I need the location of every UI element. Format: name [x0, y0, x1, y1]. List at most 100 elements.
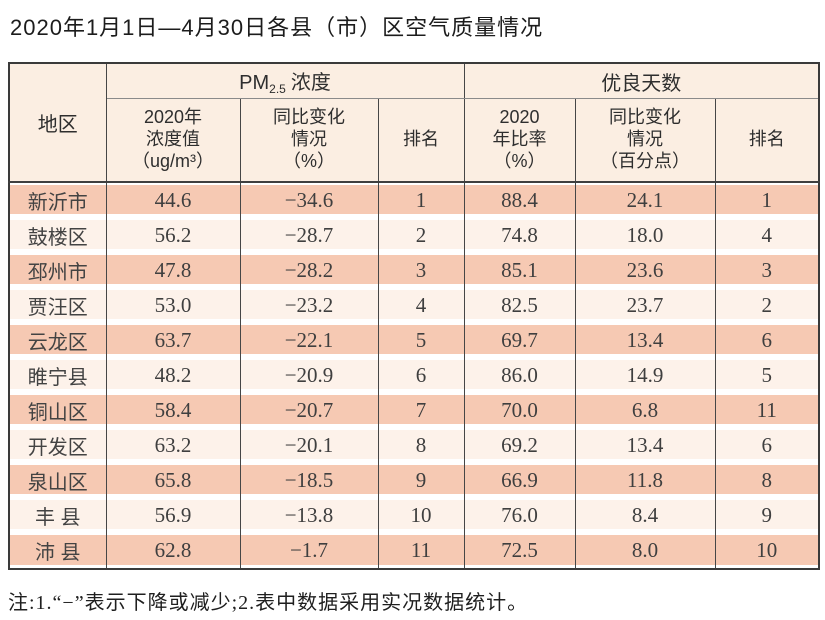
table-row: 鼓楼区 56.2 −28.7 2 74.8 18.0 4	[8, 218, 820, 253]
col-header-pm-value: 2020年 浓度值 （ug/m³）	[105, 98, 241, 183]
cell-pm-rank: 11	[377, 533, 465, 569]
cell-gd-rank: 1	[714, 182, 820, 218]
cell-gd-rank: 2	[714, 288, 820, 323]
cell-gd-rank: 5	[714, 358, 820, 393]
cell-gd-ratio: 70.0	[463, 393, 576, 428]
cell-region: 云龙区	[8, 323, 107, 358]
col-header-pm-change: 同比变化 情况 （%）	[239, 98, 379, 183]
table-row: 沛 县 62.8 −1.7 11 72.5 8.0 10	[8, 533, 820, 569]
cell-gd-change: 23.7	[574, 288, 716, 323]
pm25-suffix: 浓度	[290, 72, 331, 94]
cell-gd-rank: 10	[714, 533, 820, 569]
cell-pm-rank: 9	[377, 463, 465, 498]
table-row: 邳州市 47.8 −28.2 3 85.1 23.6 3	[8, 253, 820, 288]
table-row: 贾汪区 53.0 −23.2 4 82.5 23.7 2	[8, 288, 820, 323]
cell-gd-change: 13.4	[574, 428, 716, 463]
pm25-subscript: 2.5	[269, 82, 286, 96]
cell-gd-change: 6.8	[574, 393, 716, 428]
cell-pm-rank: 4	[377, 288, 465, 323]
cell-pm-value: 63.2	[105, 428, 241, 463]
header-group-row: 地区 PM2.5 浓度 优良天数	[8, 63, 820, 183]
cell-gd-ratio: 85.1	[463, 253, 576, 288]
cell-pm-value: 53.0	[105, 288, 241, 323]
cell-gd-rank: 11	[714, 393, 820, 428]
cell-pm-value: 48.2	[105, 358, 241, 393]
cell-gd-rank: 4	[714, 218, 820, 253]
cell-gd-rank: 3	[714, 253, 820, 288]
cell-pm-rank: 5	[377, 323, 465, 358]
cell-gd-ratio: 69.7	[463, 323, 576, 358]
table-row: 开发区 63.2 −20.1 8 69.2 13.4 6	[8, 428, 820, 463]
page-title: 2020年1月1日—4月30日各县（市）区空气质量情况	[10, 15, 544, 40]
cell-pm-change: −20.1	[239, 428, 379, 463]
cell-region: 沛 县	[8, 533, 107, 569]
cell-region: 泉山区	[8, 463, 107, 498]
cell-region: 鼓楼区	[8, 218, 107, 253]
cell-gd-change: 13.4	[574, 323, 716, 358]
table-row: 新沂市 44.6 −34.6 1 88.4 24.1 1	[8, 182, 820, 218]
cell-gd-rank: 6	[714, 323, 820, 358]
cell-gd-change: 24.1	[574, 182, 716, 218]
table-row: 云龙区 63.7 −22.1 5 69.7 13.4 6	[8, 323, 820, 358]
cell-gd-ratio: 72.5	[463, 533, 576, 569]
cell-pm-value: 58.4	[105, 393, 241, 428]
cell-pm-change: −13.8	[239, 498, 379, 533]
table-row: 泉山区 65.8 −18.5 9 66.9 11.8 8	[8, 463, 820, 498]
col-header-region: 地区	[8, 63, 107, 183]
air-quality-table: 地区 PM2.5 浓度 优良天数 2020年 浓度值 （ug/m³） 同比变化 情…	[8, 62, 821, 570]
cell-pm-change: −1.7	[239, 533, 379, 569]
footnote: 注:1.“−”表示下降或减少;2.表中数据采用实况数据统计。	[8, 592, 529, 614]
cell-pm-change: −34.6	[239, 182, 379, 218]
cell-gd-change: 18.0	[574, 218, 716, 253]
cell-gd-ratio: 82.5	[463, 288, 576, 323]
cell-gd-change: 8.0	[574, 533, 716, 569]
cell-pm-value: 62.8	[105, 533, 241, 569]
cell-pm-change: −23.2	[239, 288, 379, 323]
cell-gd-ratio: 69.2	[463, 428, 576, 463]
cell-pm-rank: 2	[377, 218, 465, 253]
table-row: 睢宁县 48.2 −20.9 6 86.0 14.9 5	[8, 358, 820, 393]
cell-pm-value: 47.8	[105, 253, 241, 288]
cell-pm-value: 63.7	[105, 323, 241, 358]
cell-region: 贾汪区	[8, 288, 107, 323]
cell-pm-change: −28.2	[239, 253, 379, 288]
cell-gd-rank: 6	[714, 428, 820, 463]
col-header-pm-rank: 排名	[377, 98, 465, 183]
pm25-prefix: PM	[239, 72, 270, 94]
col-group-good-days: 优良天数	[463, 63, 820, 99]
cell-pm-value: 56.2	[105, 218, 241, 253]
cell-pm-change: −20.7	[239, 393, 379, 428]
cell-gd-change: 8.4	[574, 498, 716, 533]
col-group-pm25: PM2.5 浓度	[105, 63, 465, 99]
cell-gd-ratio: 74.8	[463, 218, 576, 253]
header-sub-row: 2020年 浓度值 （ug/m³） 同比变化 情况 （%） 排名 2020 年比…	[9, 98, 820, 183]
table-row: 丰 县 56.9 −13.8 10 76.0 8.4 9	[8, 498, 820, 533]
cell-region: 新沂市	[8, 182, 107, 218]
cell-pm-rank: 10	[377, 498, 465, 533]
cell-gd-rank: 9	[714, 498, 820, 533]
cell-pm-change: −20.9	[239, 358, 379, 393]
cell-pm-rank: 3	[377, 253, 465, 288]
cell-pm-change: −28.7	[239, 218, 379, 253]
cell-gd-change: 11.8	[574, 463, 716, 498]
cell-region: 开发区	[8, 428, 107, 463]
cell-pm-rank: 1	[377, 182, 465, 218]
col-header-gd-ratio: 2020 年比率 （%）	[463, 98, 576, 183]
cell-region: 睢宁县	[8, 358, 107, 393]
cell-gd-ratio: 66.9	[463, 463, 576, 498]
cell-pm-value: 65.8	[105, 463, 241, 498]
cell-pm-value: 44.6	[105, 182, 241, 218]
cell-pm-value: 56.9	[105, 498, 241, 533]
cell-gd-change: 14.9	[574, 358, 716, 393]
cell-gd-ratio: 76.0	[463, 498, 576, 533]
cell-gd-rank: 8	[714, 463, 820, 498]
cell-region: 丰 县	[8, 498, 107, 533]
cell-pm-rank: 7	[377, 393, 465, 428]
cell-pm-change: −18.5	[239, 463, 379, 498]
cell-gd-change: 23.6	[574, 253, 716, 288]
cell-gd-ratio: 88.4	[463, 182, 576, 218]
cell-region: 邳州市	[8, 253, 107, 288]
cell-gd-ratio: 86.0	[463, 358, 576, 393]
cell-pm-rank: 6	[377, 358, 465, 393]
